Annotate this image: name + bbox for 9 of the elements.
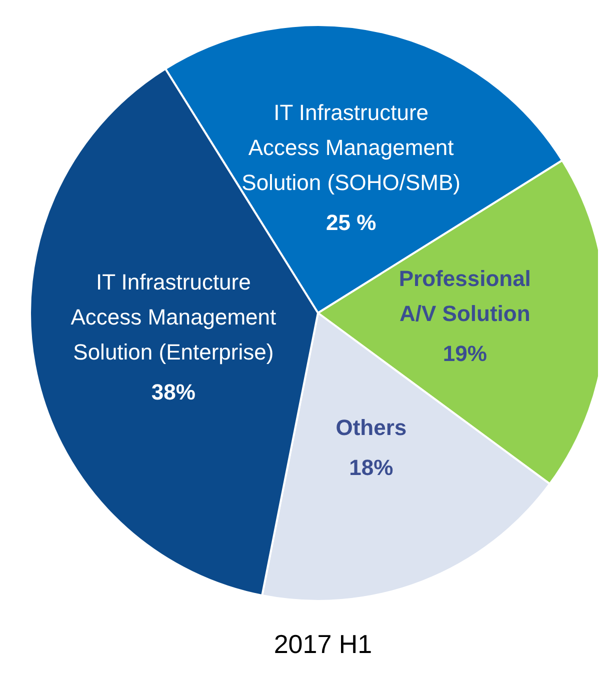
slice-label: IT Infrastructure Access Management Solution (SOHO/SMB) [242, 100, 460, 195]
data-label: 18% [349, 455, 394, 480]
data-label: 38% [151, 380, 196, 405]
data-label: 19% [442, 341, 487, 366]
slice-label: Others [336, 415, 407, 440]
slice-label: IT Infrastructure Access Management Solution (Enterprise) [70, 270, 276, 365]
data-label: 25 % [326, 210, 376, 235]
slice-label: Professional A/V Solution [398, 266, 531, 326]
text: 2017 H1 [274, 629, 372, 659]
